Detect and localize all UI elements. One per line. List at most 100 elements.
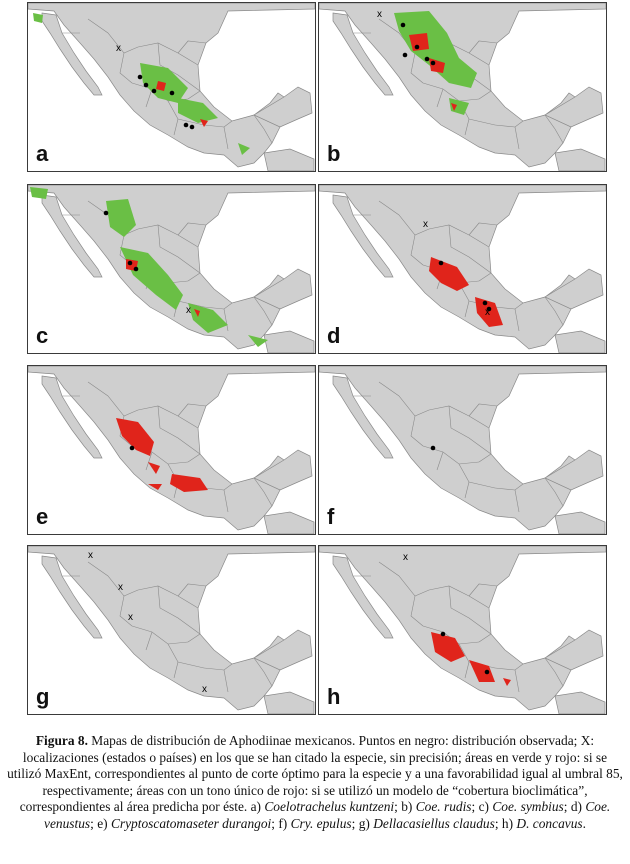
state-border xyxy=(478,453,492,463)
species-h: D. concavus xyxy=(516,815,583,831)
land-region xyxy=(253,629,313,671)
map-panel-b: x b xyxy=(318,2,607,172)
state-border xyxy=(428,224,490,248)
map-panel-f: f xyxy=(318,365,607,535)
panel-label-f: f xyxy=(327,504,335,529)
state-border xyxy=(223,489,229,513)
caption-text-3: ; c) xyxy=(471,799,493,815)
state-border xyxy=(173,118,179,136)
state-border xyxy=(157,405,201,455)
red-area-e xyxy=(116,418,208,492)
state-border xyxy=(145,88,153,108)
state-border xyxy=(410,52,424,84)
observed-points-c xyxy=(103,210,139,272)
observed-points-a xyxy=(137,74,195,130)
state-border xyxy=(145,451,153,471)
species-a: Coelotrachelus kuntzeni xyxy=(264,799,395,815)
land-region xyxy=(544,449,604,491)
map-c: x xyxy=(28,185,315,353)
state-border xyxy=(468,222,498,236)
state-border xyxy=(514,489,520,513)
land-region xyxy=(319,546,606,711)
state-border xyxy=(436,451,444,471)
state-border xyxy=(137,224,199,248)
observed-points-e xyxy=(129,445,135,451)
map-panel-a: x a xyxy=(27,2,316,172)
caption-lead: Figura 8. xyxy=(35,733,88,748)
state-border xyxy=(464,661,470,679)
state-border xyxy=(410,595,424,627)
state-border xyxy=(187,90,201,100)
caption-text-5: ; e) xyxy=(90,815,111,831)
map-h: x xyxy=(319,546,606,714)
state-border xyxy=(448,224,492,274)
map-panel-d: x x d xyxy=(318,184,607,354)
state-border xyxy=(514,669,520,693)
land-region xyxy=(41,555,103,639)
map-f xyxy=(319,366,606,534)
panel-label-c: c xyxy=(36,323,49,348)
map-panel-h: x h xyxy=(318,545,607,715)
land-region xyxy=(544,86,604,128)
x-marker-g4: x xyxy=(202,684,207,695)
state-border xyxy=(177,222,207,236)
land-region xyxy=(332,194,394,278)
state-border xyxy=(378,561,430,597)
map-panel-c: x c xyxy=(27,184,316,354)
land-region xyxy=(41,12,103,96)
land-region xyxy=(28,546,315,711)
red-area-a xyxy=(156,81,208,127)
state-border xyxy=(422,82,480,102)
state-border xyxy=(223,669,229,693)
state-border xyxy=(131,625,189,645)
state-border xyxy=(436,88,444,108)
x-marker-d: x xyxy=(423,219,428,230)
map-g: x x x x xyxy=(28,546,315,714)
panel-label-a: a xyxy=(36,141,49,166)
panel-label-b: b xyxy=(327,141,341,166)
land-region xyxy=(554,691,606,714)
state-border xyxy=(253,477,273,507)
state-border xyxy=(187,633,201,643)
state-border xyxy=(410,415,424,447)
state-border xyxy=(448,585,492,635)
map-d: x x xyxy=(319,185,606,353)
land-region xyxy=(332,375,394,459)
species-e: Cryptoscatomaseter durangoi xyxy=(110,815,272,831)
state-border xyxy=(514,308,520,332)
land-region xyxy=(253,449,313,491)
state-border xyxy=(187,453,201,463)
state-border xyxy=(544,296,564,326)
state-border xyxy=(157,585,201,635)
state-border xyxy=(87,18,139,54)
x-marker-b: x xyxy=(377,9,382,20)
map-e xyxy=(28,366,315,534)
map-b: x xyxy=(319,3,606,171)
x-marker-g2: x xyxy=(118,582,123,593)
state-border xyxy=(464,300,470,318)
state-border xyxy=(468,40,498,54)
map-panel-g: x x x x g xyxy=(27,545,316,715)
state-border xyxy=(177,403,207,417)
land-region xyxy=(28,185,315,350)
state-border xyxy=(478,90,492,100)
state-border xyxy=(187,272,201,282)
map-a: x xyxy=(28,3,315,171)
land-region xyxy=(554,330,606,353)
land-region xyxy=(263,691,315,714)
state-border xyxy=(544,114,564,144)
land-region xyxy=(554,148,606,171)
land-region xyxy=(544,629,604,671)
land-region xyxy=(253,86,313,128)
caption-text-2: ; b) xyxy=(394,799,416,815)
land-region xyxy=(319,366,606,531)
state-border xyxy=(478,633,492,643)
state-border xyxy=(253,296,273,326)
state-border xyxy=(253,114,273,144)
state-border xyxy=(544,477,564,507)
state-border xyxy=(464,118,470,136)
panel-label-g: g xyxy=(36,684,50,709)
state-border xyxy=(223,308,229,332)
caption-text-9: . xyxy=(582,815,586,831)
species-c: Coe. symbius xyxy=(492,799,564,815)
